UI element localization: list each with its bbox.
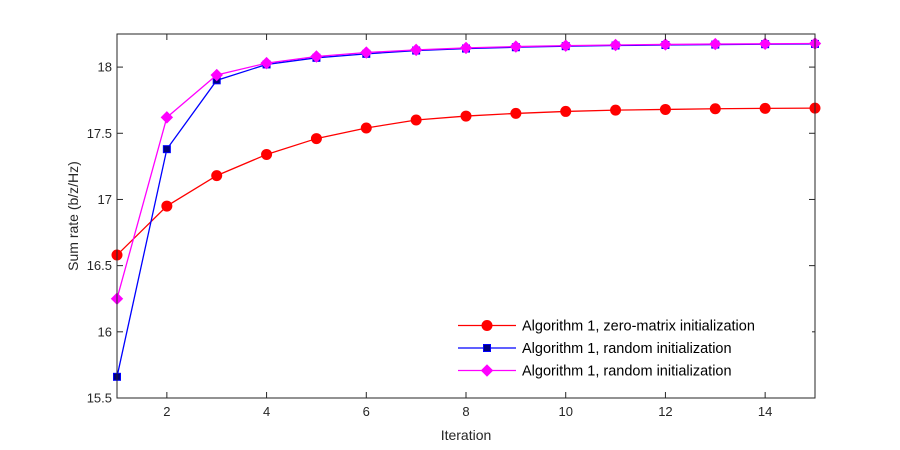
series-1-point <box>560 105 572 117</box>
x-tick-label: 2 <box>163 404 170 419</box>
series-3-point <box>260 56 273 70</box>
series-3-point <box>509 40 523 53</box>
y-tick-label: 16.5 <box>87 258 112 273</box>
x-tick-label: 14 <box>758 404 772 419</box>
series-3-point <box>609 38 622 52</box>
legend-marker-3 <box>480 364 494 377</box>
x-tick-label: 12 <box>658 404 672 419</box>
series-3-point <box>409 43 423 57</box>
series-1-line <box>116 107 816 256</box>
y-axis-label: Sum rate (b/z/Hz) <box>65 161 81 271</box>
y-tick-label: 17.5 <box>87 126 112 141</box>
series-3-point <box>459 41 473 55</box>
series-1-point <box>211 170 223 182</box>
legend-marker-2 <box>483 344 491 352</box>
legend-label-2: Algorithm 1, random initialization <box>522 341 732 357</box>
series-1-point <box>610 104 622 116</box>
series-1-point <box>510 107 522 119</box>
y-tick-label: 16 <box>98 324 112 339</box>
series-1-point <box>709 103 721 115</box>
y-tick-label: 15.5 <box>87 391 112 406</box>
series-3-point <box>210 68 223 82</box>
series-3-point <box>360 46 373 59</box>
ticks-layer: 2 4 6 8 10 12 14 15.5 16 16.5 17 17.5 18 <box>87 34 815 419</box>
legend: Algorithm 1, zero-matrix initialization A… <box>452 312 812 382</box>
series-3-point <box>758 37 772 51</box>
x-axis-label: Iteration <box>441 427 492 443</box>
series-1-point <box>161 200 173 212</box>
legend-label-3: Algorithm 1, random initialization <box>522 364 732 380</box>
series-3-point <box>659 38 672 51</box>
series-3-point <box>709 37 722 51</box>
series-1-point <box>261 148 273 160</box>
series-3-point <box>559 39 572 52</box>
legend-marker-1 <box>481 320 493 331</box>
x-tick-label: 10 <box>558 404 572 419</box>
series-1-point <box>410 114 422 126</box>
y-tick-label: 18 <box>98 60 112 75</box>
series-3-point <box>160 111 174 124</box>
legend-label-1: Algorithm 1, zero-matrix initialization <box>522 319 755 335</box>
series-layer <box>110 37 822 381</box>
y-tick-label: 17 <box>98 192 112 207</box>
series-1-point <box>360 122 372 134</box>
series-2-point <box>162 145 171 154</box>
x-tick-label: 6 <box>363 404 370 419</box>
series-1-point <box>759 102 771 114</box>
series-1-point <box>310 133 322 145</box>
series-1-point <box>659 103 671 115</box>
x-tick-label: 8 <box>462 404 469 419</box>
series-3-line <box>116 42 816 299</box>
series-1-point <box>460 110 472 122</box>
x-tick-label: 4 <box>263 404 270 419</box>
series-3-point <box>310 50 323 63</box>
